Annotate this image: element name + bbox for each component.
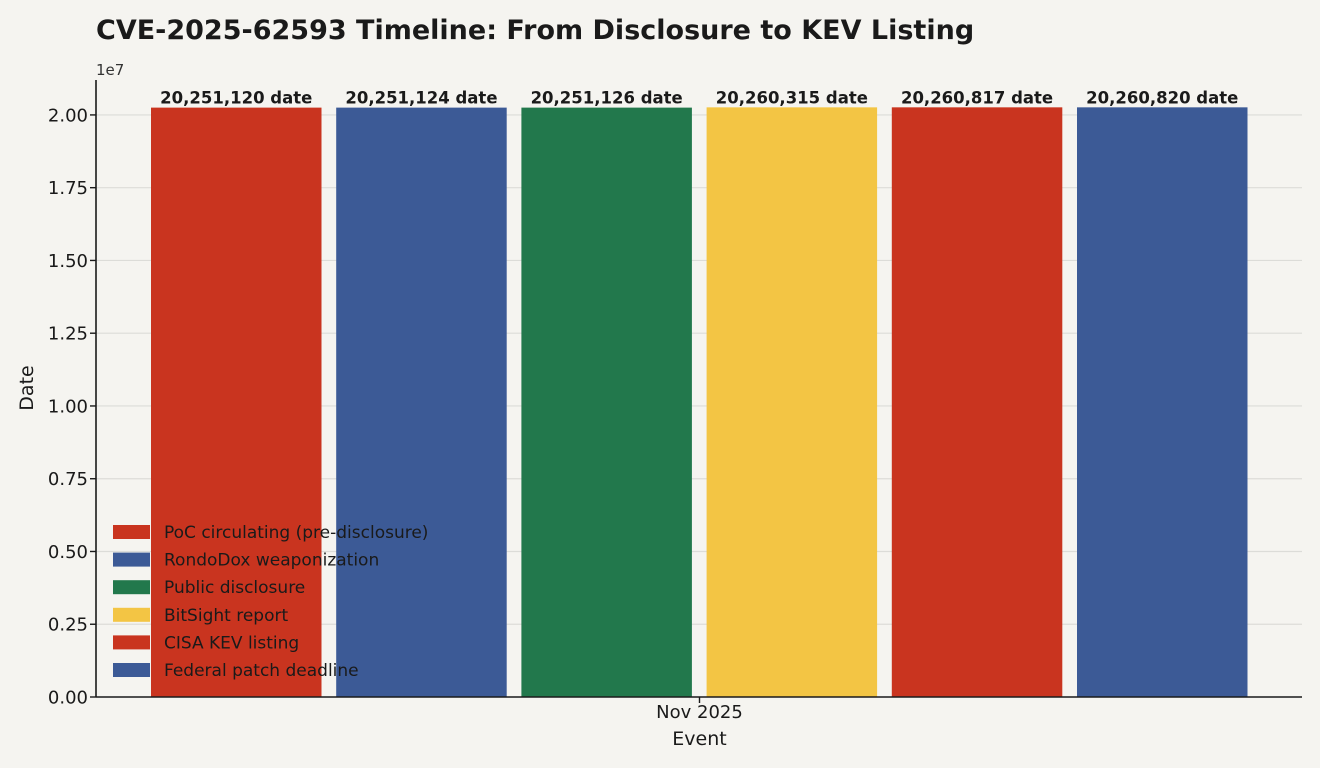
legend-swatch	[113, 552, 150, 567]
bar	[1077, 107, 1248, 697]
x-axis-label: Event	[672, 728, 726, 750]
y-tick-label: 0.00	[48, 688, 88, 709]
y-tick-label: 0.50	[48, 542, 88, 563]
y-tick-label: 1.00	[48, 396, 88, 417]
y-tick-label: 1.50	[48, 251, 88, 272]
legend-swatch	[113, 580, 150, 595]
y-axis-offset-label: 1e7	[96, 61, 124, 79]
chart-title: CVE-2025-62593 Timeline: From Disclosure…	[96, 15, 974, 46]
y-axis-ticks: 0.00 0.25 0.50 0.75 1.00 1.25 1.50 1.75 2.00	[48, 105, 96, 709]
legend-label: PoC circulating (pre-disclosure)	[164, 523, 428, 543]
bars	[151, 107, 1248, 698]
bar	[891, 107, 1063, 698]
legend-swatch	[113, 607, 150, 622]
legend-label: Federal patch deadline	[164, 661, 359, 681]
legend-label: Public disclosure	[164, 578, 305, 598]
legend-swatch	[113, 663, 150, 677]
legend-swatch	[113, 525, 150, 539]
legend-swatch	[113, 635, 150, 650]
bar-value-label: 20,260,820 date	[1086, 88, 1238, 107]
bar-value-labels: 20,251,120 date 20,251,124 date 20,251,126…	[160, 88, 1238, 107]
bar	[521, 107, 692, 697]
y-tick-label: 1.75	[48, 178, 88, 199]
y-axis-label: Date	[16, 365, 38, 410]
bar	[706, 107, 878, 697]
bar-value-label: 20,260,817 date	[901, 88, 1053, 107]
y-tick-label: 1.25	[48, 324, 88, 345]
legend: PoC circulating (pre-disclosure) RondoDox…	[113, 523, 428, 681]
legend-label: CISA KEV listing	[164, 633, 299, 653]
bar-value-label: 20,251,120 date	[160, 89, 312, 108]
y-tick-label: 0.75	[48, 469, 88, 490]
y-tick-label: 0.25	[48, 615, 88, 636]
bar-value-label: 20,260,315 date	[716, 88, 868, 107]
bar	[151, 107, 322, 698]
bar-value-label: 20,251,124 date	[345, 89, 497, 108]
y-tick-label: 2.00	[48, 105, 88, 126]
bar	[336, 107, 507, 698]
bar-value-label: 20,251,126 date	[531, 89, 683, 108]
x-axis-ticks: Nov 2025	[656, 697, 743, 723]
legend-label: RondoDox weaponization	[164, 551, 379, 571]
legend-label: BitSight report	[164, 606, 288, 626]
x-tick-label: Nov 2025	[656, 702, 743, 723]
